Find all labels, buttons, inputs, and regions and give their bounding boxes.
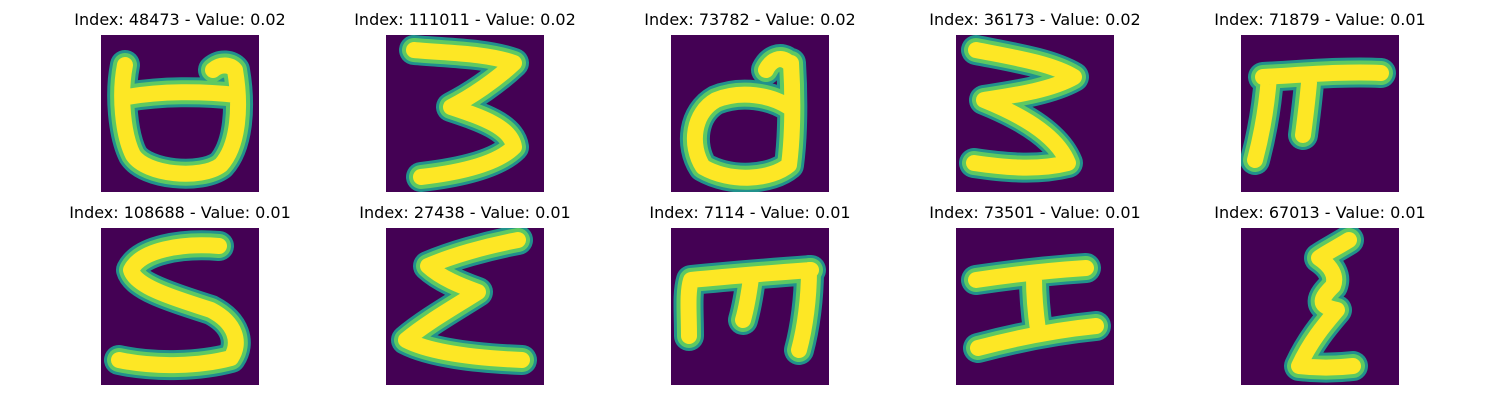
panel-title: Index: 27438 - Value: 0.01	[335, 203, 595, 223]
panel-title: Index: 71879 - Value: 0.01	[1190, 10, 1450, 30]
panel-title: Index: 73782 - Value: 0.02	[620, 10, 880, 30]
grid-panel: Index: 73501 - Value: 0.01	[905, 203, 1165, 398]
zigzag-shape-glyph	[1241, 228, 1399, 385]
glyph-image	[386, 35, 544, 192]
grid-panel: Index: 7114 - Value: 0.01	[620, 203, 880, 398]
glyph-image	[956, 35, 1114, 192]
s-cup-shape-glyph	[101, 228, 259, 385]
three-shape-glyph	[386, 35, 544, 192]
panel-title: Index: 7114 - Value: 0.01	[620, 203, 880, 223]
glyph-image	[956, 228, 1114, 385]
panel-title: Index: 111011 - Value: 0.02	[335, 10, 595, 30]
grid-panel: Index: 108688 - Value: 0.01	[50, 203, 310, 398]
pi-shape-glyph	[1241, 35, 1399, 192]
glyph-image	[671, 228, 829, 385]
panel-title: Index: 108688 - Value: 0.01	[50, 203, 310, 223]
sigma-shape-glyph	[386, 228, 544, 385]
grid-panel: Index: 48473 - Value: 0.02	[50, 10, 310, 205]
glyph-image	[386, 228, 544, 385]
grid-panel: Index: 27438 - Value: 0.01	[335, 203, 595, 398]
grid-panel: Index: 73782 - Value: 0.02	[620, 10, 880, 205]
panel-title: Index: 36173 - Value: 0.02	[905, 10, 1165, 30]
m-shape-glyph	[671, 228, 829, 385]
glyph-image	[1241, 35, 1399, 192]
cup-shape-glyph	[101, 35, 259, 192]
grid-panel: Index: 36173 - Value: 0.02	[905, 10, 1165, 205]
glyph-image	[101, 35, 259, 192]
panel-title: Index: 73501 - Value: 0.01	[905, 203, 1165, 223]
loop-tail-shape-glyph	[671, 35, 829, 192]
grid-panel: Index: 111011 - Value: 0.02	[335, 10, 595, 205]
glyph-image	[101, 228, 259, 385]
grid-panel: Index: 67013 - Value: 0.01	[1190, 203, 1450, 398]
panel-title: Index: 48473 - Value: 0.02	[50, 10, 310, 30]
glyph-image	[1241, 228, 1399, 385]
panel-title: Index: 67013 - Value: 0.01	[1190, 203, 1450, 223]
i-beam-shape-glyph	[956, 228, 1114, 385]
three-shape-2-glyph	[956, 35, 1114, 192]
grid-panel: Index: 71879 - Value: 0.01	[1190, 10, 1450, 205]
glyph-image	[671, 35, 829, 192]
